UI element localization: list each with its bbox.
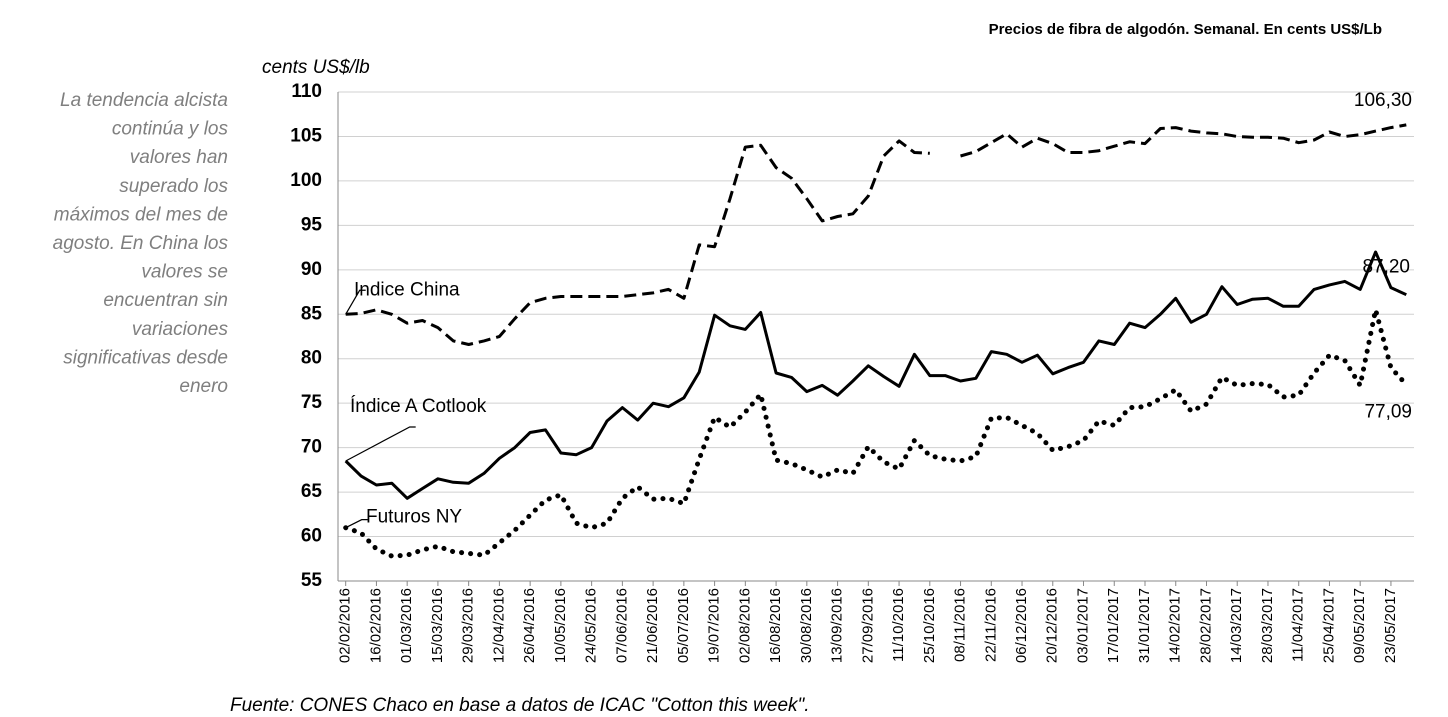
x-tick-label: 02/02/2016 [337, 588, 354, 663]
y-tick-label: 90 [301, 259, 322, 280]
x-tick-label: 23/05/2017 [1382, 588, 1399, 663]
x-tick-label: 26/04/2016 [521, 588, 538, 663]
series-line [345, 139, 930, 346]
side-note-line: continúa y los [112, 119, 229, 140]
x-tick-label: 17/01/2017 [1105, 588, 1122, 663]
x-tick-label: 25/04/2017 [1320, 588, 1337, 663]
x-tick-label: 22/11/2016 [982, 588, 999, 662]
x-tick-label: 13/09/2016 [829, 588, 846, 663]
x-tick-label: 28/03/2017 [1259, 588, 1276, 663]
x-tick-label: 21/06/2016 [644, 588, 661, 663]
x-tick-label: 16/08/2016 [767, 588, 784, 663]
series-line [344, 250, 1407, 500]
source: Fuente: CONES Chaco en base a datos de I… [230, 695, 810, 716]
side-note-line: valores se [141, 262, 228, 283]
x-tick-label: 25/10/2016 [921, 588, 938, 663]
side-note-line: superado los [119, 176, 228, 197]
series-name: Índice A Cotlook [350, 396, 487, 417]
x-tick-label: 19/07/2016 [706, 588, 723, 663]
x-tick-label: 02/08/2016 [736, 588, 753, 663]
series-line [343, 307, 1409, 559]
x-tick-label: 14/03/2017 [1228, 588, 1245, 663]
callout-line [345, 426, 416, 462]
side-note-line: significativas desde [63, 347, 228, 368]
x-tick-label: 01/03/2016 [398, 588, 415, 663]
x-tick-label: 16/02/2016 [367, 588, 384, 663]
x-tick-label: 10/05/2016 [552, 588, 569, 663]
x-tick-label: 03/01/2017 [1074, 588, 1091, 663]
x-tick-label: 09/05/2017 [1351, 588, 1368, 663]
y-tick-label: 60 [301, 526, 322, 547]
side-note-line: agosto. En China los [53, 233, 229, 254]
chart-title: Precios de fibra de algodón. Semanal. En… [989, 21, 1382, 38]
x-tick-label: 08/11/2016 [952, 588, 969, 662]
y-tick-label: 65 [301, 481, 323, 502]
y-tick-label: 95 [301, 214, 323, 235]
y-tick-label: 100 [290, 170, 322, 191]
y-tick-label: 80 [301, 348, 322, 369]
x-tick-label: 12/04/2016 [490, 588, 507, 663]
series-name: Indice China [354, 279, 460, 300]
value-label: 87,20 [1362, 257, 1410, 278]
side-note-line: La tendencia alcista [60, 90, 228, 111]
series-name: Futuros NY [366, 507, 462, 528]
side-note-line: valores han [130, 147, 228, 168]
callout-line [345, 519, 368, 529]
side-note-line: enero [179, 376, 228, 397]
x-tick-label: 06/12/2016 [1013, 588, 1030, 663]
value-label: 77,09 [1364, 402, 1412, 423]
x-tick-label: 07/06/2016 [613, 588, 630, 663]
x-tick-label: 29/03/2016 [460, 588, 477, 663]
x-tick-label: 14/02/2017 [1167, 588, 1184, 663]
y-tick-label: 75 [301, 392, 323, 413]
x-tick-label: 05/07/2016 [675, 588, 692, 663]
value-label: 106,30 [1354, 90, 1412, 111]
y-tick-label: 55 [301, 570, 323, 591]
series-line [960, 123, 1407, 158]
x-tick-label: 11/10/2016 [890, 588, 907, 662]
x-tick-label: 28/02/2017 [1197, 588, 1214, 663]
y-tick-label: 105 [290, 125, 322, 146]
side-note-line: máximos del mes de [54, 204, 228, 225]
callout-line [345, 289, 366, 315]
side-note-line: variaciones [132, 319, 229, 340]
x-tick-label: 20/12/2016 [1044, 588, 1061, 663]
x-tick-label: 15/03/2016 [429, 588, 446, 663]
side-note-line: encuentran sin [103, 290, 228, 311]
x-tick-label: 11/04/2017 [1290, 588, 1307, 662]
y-tick-label: 85 [301, 303, 323, 324]
x-tick-label: 24/05/2016 [583, 588, 600, 663]
y-tick-label: 110 [291, 81, 322, 102]
x-tick-label: 31/01/2017 [1136, 588, 1153, 663]
x-tick-label: 30/08/2016 [798, 588, 815, 663]
y-tick-label: 70 [301, 437, 322, 458]
x-tick-label: 27/09/2016 [859, 588, 876, 663]
y-axis-label: cents US$/lb [262, 57, 370, 78]
